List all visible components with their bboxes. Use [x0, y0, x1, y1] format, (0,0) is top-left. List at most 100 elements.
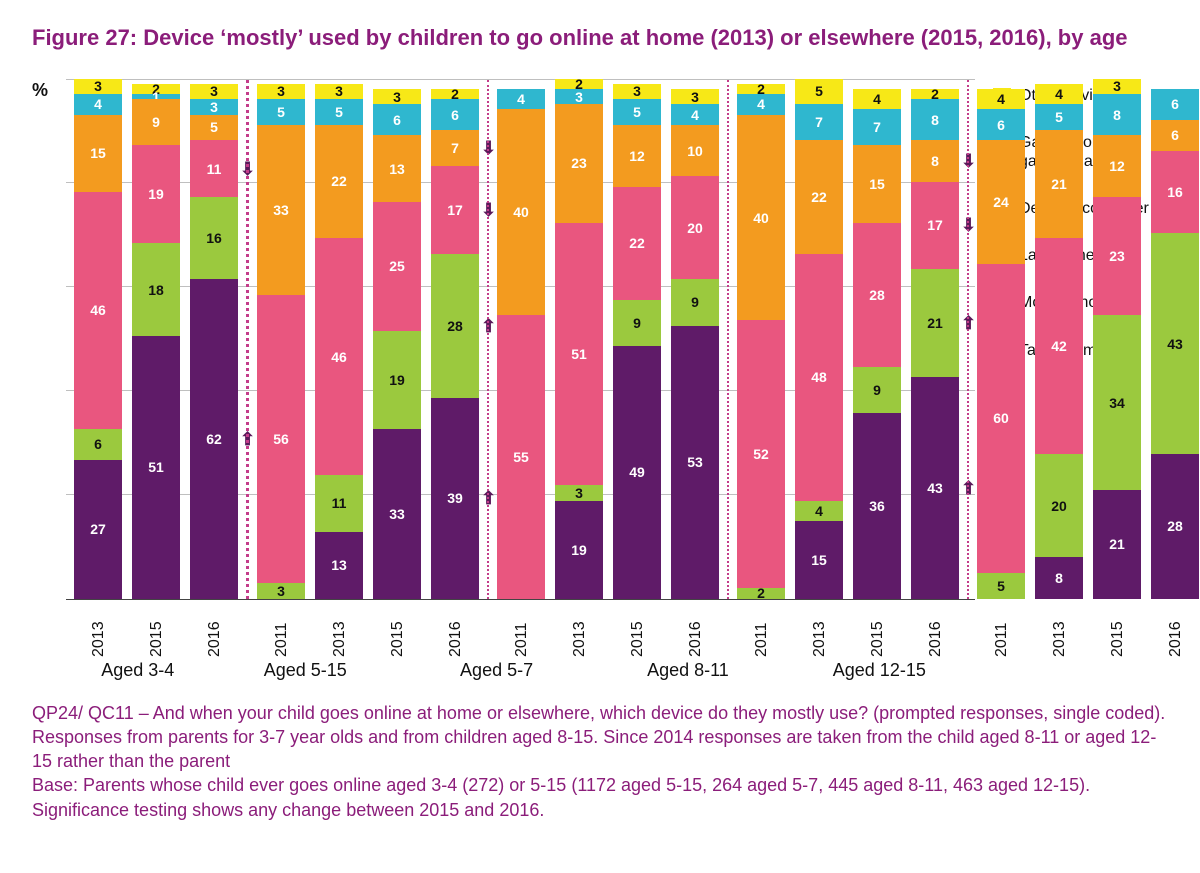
stacked-bar: 820422154 [1035, 84, 1083, 599]
bar-segment-other: 3 [613, 84, 661, 99]
stacked-bar: 2524042 [737, 84, 785, 599]
bar-segment-laptop: 19 [132, 145, 180, 243]
bar-segment-console: 4 [671, 104, 719, 125]
bar-segment-desktop: 22 [315, 125, 363, 238]
bar-segment-console: 5 [257, 99, 305, 125]
bar-column: 554042011 [497, 89, 545, 599]
bar-segment-console: 3 [555, 89, 603, 104]
bar-segment-desktop: 6 [1151, 120, 1199, 151]
year-label: 2013 [1051, 621, 1069, 657]
age-group-label: Aged 5-15 [210, 600, 401, 681]
bar-segment-desktop: 33 [257, 125, 305, 295]
groups: 276461543201351181991220156216115332016⬆… [66, 80, 975, 599]
bar-segment-other: 2 [555, 79, 603, 89]
bar-segment-mobile: 28 [431, 254, 479, 398]
bar-segment-laptop: 56 [257, 295, 305, 583]
bar-segment-desktop: 9 [132, 99, 180, 145]
bar-segment-mobile: 20 [1035, 454, 1083, 557]
bar-segment-mobile: 11 [315, 475, 363, 532]
bar-segment-console: 8 [911, 99, 959, 140]
age-group: 276461543201351181991220156216115332016⬆… [66, 80, 246, 599]
bar-segment-desktop: 40 [737, 115, 785, 321]
bar-segment-tablet: 28 [1151, 454, 1199, 598]
bar-segment-mobile: 3 [555, 485, 603, 500]
bar-segment-desktop: 22 [795, 140, 843, 253]
bar-segment-tablet: 43 [911, 377, 959, 598]
bar-segment-other: 4 [1035, 84, 1083, 105]
bar-column: 4992212532015 [613, 84, 661, 599]
bar-segment-laptop: 51 [555, 223, 603, 486]
bar-segment-console: 4 [74, 94, 122, 115]
bar-column: 2764615432013 [74, 79, 122, 599]
year-label: 2013 [571, 621, 589, 657]
bar-segment-console: 6 [1151, 89, 1199, 120]
bar-segment-laptop: 17 [431, 166, 479, 254]
bar-segment-desktop: 10 [671, 125, 719, 176]
bar-segment-laptop: 52 [737, 320, 785, 588]
stacked-bar: 499221253 [613, 84, 661, 599]
bar-segment-other: 2 [911, 89, 959, 99]
bar-segment-desktop: 15 [74, 115, 122, 192]
chart-plot-area: 276461543201351181991220156216115332016⬆… [66, 80, 975, 600]
bar-segment-tablet: 27 [74, 460, 122, 599]
bar-segment-laptop: 11 [190, 140, 238, 197]
bar-segment-other: 3 [190, 84, 238, 99]
bar-segment-laptop: 16 [1151, 151, 1199, 233]
bar-segment-tablet: 53 [671, 326, 719, 599]
bar-segment-other: 4 [977, 89, 1025, 110]
bar-segment-other: 3 [373, 89, 421, 104]
bar-column: 25240422011 [737, 84, 785, 599]
stacked-bar: 55404 [497, 89, 545, 599]
bar-segment-laptop: 25 [373, 202, 421, 331]
bar-segment-tablet: 36 [853, 413, 901, 598]
bar-segment-tablet: 51 [132, 336, 180, 599]
bar-segment-console: 5 [613, 99, 661, 125]
stacked-bar: 621611533 [190, 84, 238, 599]
bar-column: 33192513632015 [373, 89, 421, 599]
bar-segment-other: 4 [853, 89, 901, 110]
year-label: 2013 [90, 621, 108, 657]
bar-column: 284316662016⬆⬆⬇ [1151, 89, 1199, 599]
figure-title: Figure 27: Device ‘mostly’ used by child… [32, 24, 1168, 52]
bar-segment-tablet: 49 [613, 346, 661, 598]
year-label: 2015 [148, 621, 166, 657]
bar-segment-other: 2 [431, 89, 479, 99]
stacked-bar: 5602464 [977, 89, 1025, 599]
bar-segment-mobile: 3 [257, 583, 305, 598]
year-label: 2015 [629, 621, 647, 657]
bar-column: 8204221542013 [1035, 84, 1083, 599]
age-group: 2524042201115448227520133692815742015432… [727, 80, 967, 599]
chart-container: % 27646154320135118199122015621611533201… [32, 80, 1168, 681]
bar-segment-mobile: 2 [737, 588, 785, 598]
bar-segment-laptop: 20 [671, 176, 719, 279]
y-axis-label: % [32, 80, 48, 101]
bar-segment-other: 2 [737, 84, 785, 94]
bar-segment-other: 3 [1093, 79, 1141, 94]
bar-column: 1935123322013 [555, 79, 603, 599]
bar-segment-console: 5 [315, 99, 363, 125]
year-label: 2016 [927, 621, 945, 657]
bar-segment-mobile: 9 [613, 300, 661, 346]
age-group: 5540420111935123322013499221253201553920… [487, 80, 727, 599]
bar-segment-other: 3 [257, 84, 305, 99]
bar-segment-tablet: 33 [373, 429, 421, 599]
bar-segment-desktop: 15 [853, 145, 901, 222]
figure-footnote: QP24/ QC11 – And when your child goes on… [32, 701, 1168, 822]
stacked-bar: 511819912 [132, 84, 180, 599]
bar-segment-tablet: 39 [431, 398, 479, 599]
year-label: 2015 [389, 621, 407, 657]
bar-segment-desktop: 13 [373, 135, 421, 202]
bar-segment-tablet: 62 [190, 279, 238, 598]
bar-segment-desktop: 5 [190, 115, 238, 141]
bar-segment-desktop: 12 [613, 125, 661, 187]
bar-column: 56024642011 [977, 89, 1025, 599]
bar-column: 5118199122015 [132, 84, 180, 599]
bar-segment-console: 5 [1035, 104, 1083, 130]
bar-segment-mobile: 16 [190, 197, 238, 279]
bar-segment-laptop: 46 [315, 238, 363, 475]
bar-segment-mobile: 19 [373, 331, 421, 429]
year-label: 2011 [273, 622, 291, 656]
year-label: 2016 [447, 621, 465, 657]
stacked-bar: 3319251363 [373, 89, 421, 599]
bar-segment-desktop: 24 [977, 140, 1025, 264]
